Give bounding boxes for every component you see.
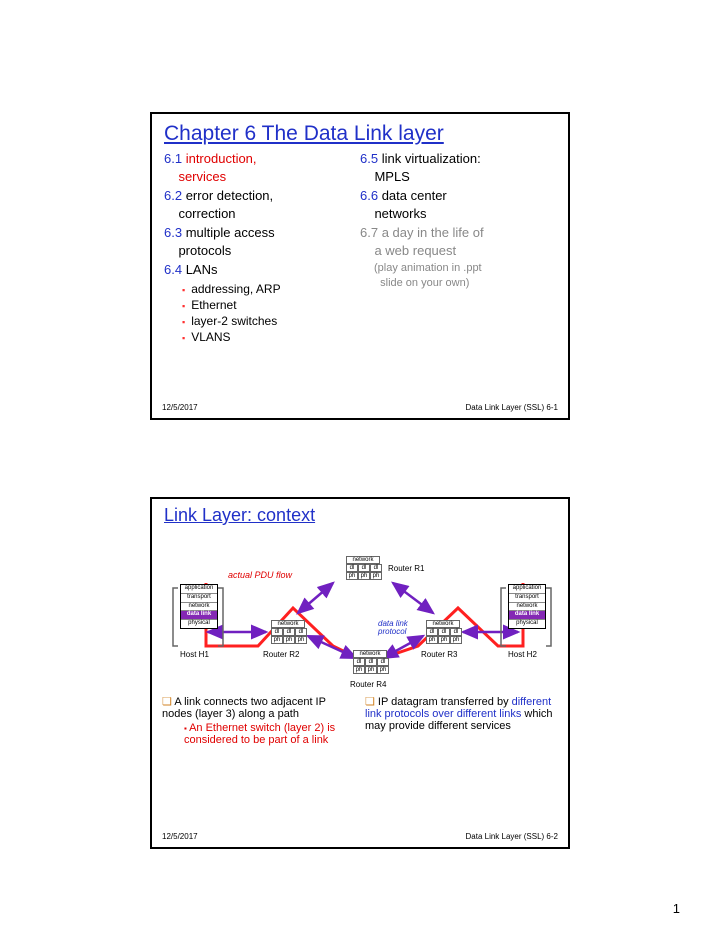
host-h1-stack: applicationtransportnetworkdata linkphys…: [180, 584, 218, 629]
bullets-row: A link connects two adjacent IP nodes (l…: [152, 695, 568, 746]
bullet-right: IP datagram transferred by different lin…: [365, 695, 558, 746]
lan-sublist: addressing, ARP Ethernet layer-2 switche…: [182, 281, 360, 346]
slide-footer: 12/5/2017Data Link Layer (SSL) 6-2: [152, 830, 568, 843]
router-r4-stack: network dldldl phphph: [353, 650, 389, 674]
slide-context: Link Layer: context applicationtransport…: [150, 497, 570, 849]
r4-label: Router R4: [350, 680, 386, 689]
bullet-left: A link connects two adjacent IP nodes (l…: [162, 695, 355, 746]
slide-outline: Chapter 6 The Data Link layer 6.1 introd…: [150, 112, 570, 420]
r2-label: Router R2: [263, 650, 299, 659]
slide-title: Chapter 6 The Data Link layer: [164, 122, 556, 146]
router-r3-stack: network dldldl phphph: [426, 620, 462, 644]
page-number: 1: [673, 901, 680, 916]
outline-right-col: 6.5 link virtualization: MPLS 6.6 data c…: [360, 150, 556, 346]
slide-footer: 12/5/2017Data Link Layer (SSL) 6-1: [152, 401, 568, 414]
page: Chapter 6 The Data Link layer 6.1 introd…: [0, 0, 720, 932]
dlp-label: data linkprotocol: [378, 620, 408, 636]
host-h2-stack: applicationtransportnetworkdata linkphys…: [508, 584, 546, 629]
r3-label: Router R3: [421, 650, 457, 659]
router-r1-stack: network dldldl phphph: [346, 556, 382, 580]
sec-num: 6.1: [164, 151, 182, 166]
outline-left-col: 6.1 introduction, services 6.2 error det…: [164, 150, 360, 346]
slide-title: Link Layer: context: [164, 505, 556, 526]
network-diagram: applicationtransportnetworkdata linkphys…: [158, 528, 562, 693]
h2-label: Host H2: [508, 650, 537, 659]
r1-label: Router R1: [388, 564, 424, 573]
h1-label: Host H1: [180, 650, 209, 659]
sec-text: introduction,: [186, 151, 257, 166]
pdu-flow-label: actual PDU flow: [228, 570, 292, 580]
router-r2-stack: network dldldl phphph: [271, 620, 307, 644]
